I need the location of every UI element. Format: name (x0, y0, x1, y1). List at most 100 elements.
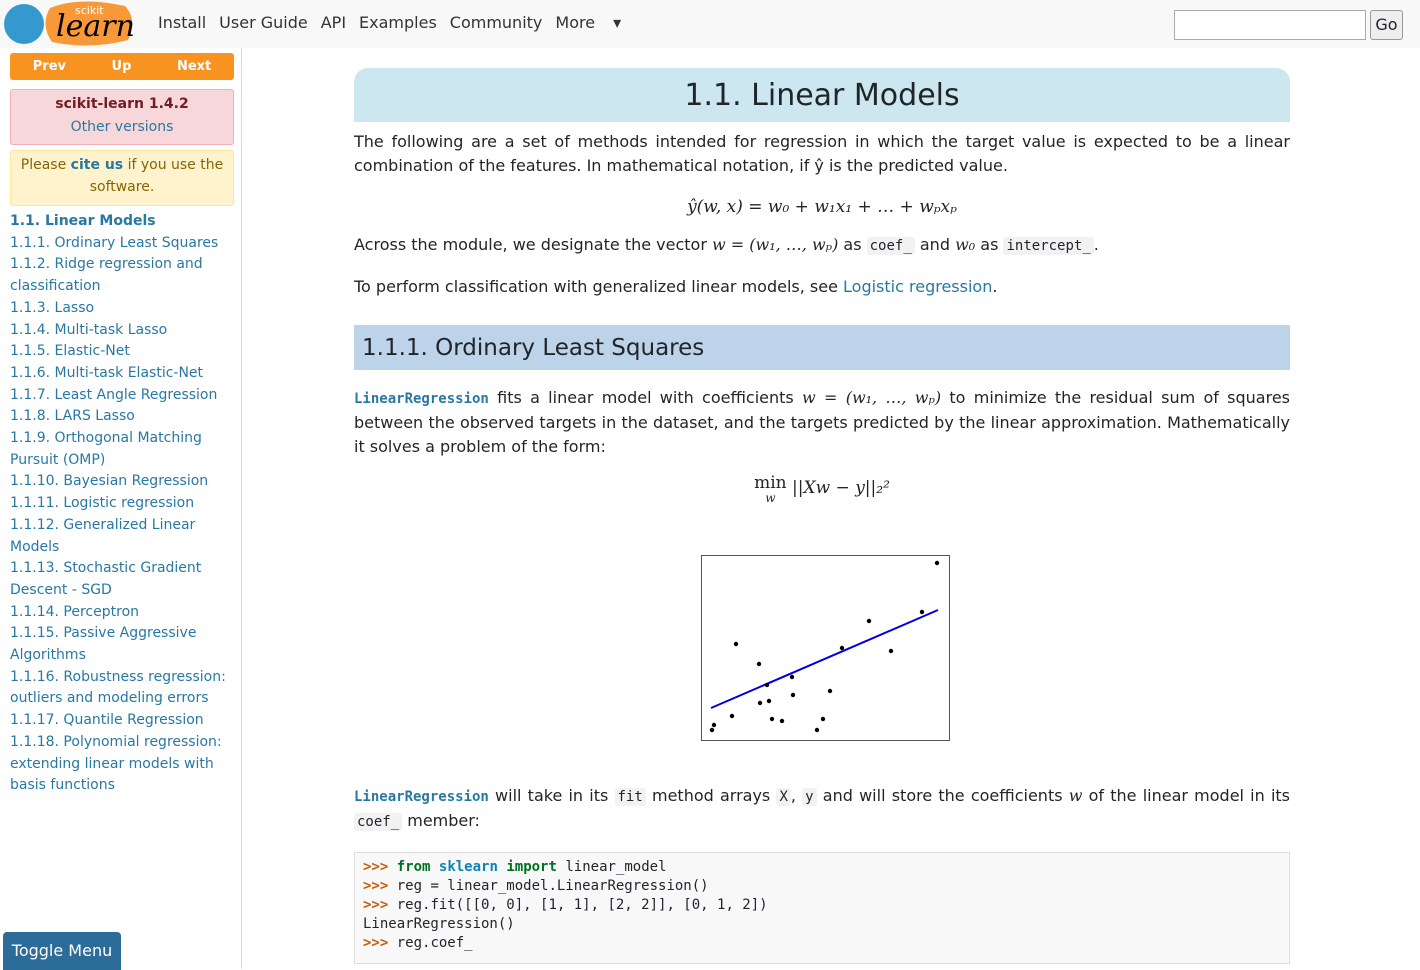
prompt: >>> (363, 859, 389, 875)
toc-link[interactable]: 1.1.14. Perceptron (10, 603, 140, 620)
prompt: >>> (363, 897, 389, 913)
module: sklearn (438, 859, 498, 875)
toc-link[interactable]: 1.1.18. Polynomial regression: extending… (10, 733, 222, 794)
nav-link[interactable]: API (320, 13, 347, 32)
text: Across the module, we designate the vect… (354, 235, 712, 254)
cite-after: if you use the software. (89, 157, 224, 195)
nav-link[interactable]: Examples (359, 13, 437, 32)
math: w = (w₁, …, wₚ) (802, 388, 942, 407)
cite-before: Please (20, 157, 71, 173)
code: coef_ (866, 237, 915, 255)
toc-link[interactable]: 1.1.2. Ridge regression and classificati… (10, 256, 203, 295)
text: and (914, 235, 956, 254)
toc-link[interactable]: 1.1.11. Logistic regression (10, 495, 195, 512)
text: will take in its (488, 786, 615, 805)
code-text: reg.fit([[0, 0], [1, 1], [2, 2]], [0, 1,… (396, 897, 768, 913)
math: w₀ (955, 235, 976, 254)
nav-link[interactable]: Install (158, 13, 207, 32)
navbar: scikit learn Install User Guide API Example… (0, 0, 1420, 48)
content: 1.1. Linear Models The following are a s… (354, 68, 1290, 964)
code-text: reg.coef_ (396, 935, 473, 951)
text: fits a linear model with coefficients (488, 388, 803, 407)
toc-link[interactable]: 1.1.15. Passive Aggressive Algorithms (10, 625, 197, 664)
page-title: 1.1. Linear Models (354, 68, 1290, 122)
paragraph: LinearRegression will take in its fit me… (354, 784, 1290, 834)
prompt: >>> (363, 935, 389, 951)
formula: min w ||Xw − y||₂² (354, 473, 1290, 506)
text: as (975, 235, 1004, 254)
text: method arrays (645, 786, 777, 805)
paragraph: Across the module, we designate the vect… (354, 233, 1290, 258)
text: of the linear model in its (1082, 786, 1291, 805)
toc-link[interactable]: 1.1.10. Bayesian Regression (10, 473, 209, 490)
code: X (776, 788, 791, 806)
math: ||Xw − y||₂² (792, 478, 890, 498)
cite-box: Please cite us if you use the software. (10, 150, 234, 206)
nav-link[interactable]: Community (449, 13, 543, 32)
toc-link[interactable]: 1.1.16. Robustness regression: outliers … (10, 668, 226, 707)
toc-link[interactable]: 1.1.13. Stochastic Gradient Descent - SG… (10, 560, 202, 598)
search-button[interactable]: Go (1370, 10, 1403, 40)
figure (701, 555, 950, 741)
text: and will store the coefficients (816, 786, 1069, 805)
formula: ŷ(w, x) = w₀ + w₁x₁ + … + wₚxₚ (687, 197, 957, 217)
code-text: linear_model (565, 859, 667, 875)
toc-link[interactable]: 1.1.6. Multi-task Elastic-Net (10, 364, 204, 381)
next-button[interactable]: Next (176, 59, 212, 74)
paragraph: To perform classification with generaliz… (354, 275, 1290, 299)
math: w = (w₁, …, wₚ) (712, 235, 839, 254)
link[interactable]: Logistic regression (843, 277, 993, 296)
version: scikit-learn 1.4.2 (55, 96, 189, 112)
math-op: min (754, 473, 787, 493)
search-input[interactable] (1174, 10, 1366, 40)
intro: The following are a set of methods inten… (354, 132, 1290, 175)
paragraph: LinearRegression fits a linear model wit… (354, 386, 1290, 459)
keyword: from (396, 859, 431, 875)
code: coef_ (354, 813, 403, 831)
toc-link[interactable]: 1.1.7. Least Angle Regression (10, 386, 218, 403)
code-output: LinearRegression() (363, 916, 515, 932)
nav-link[interactable]: User Guide (219, 13, 308, 32)
text: . (992, 277, 998, 296)
code-block: >>> from sklearn import linear_model >>>… (354, 852, 1290, 964)
text: to minimize the residual sum of squares … (354, 388, 1290, 456)
prompt: >>> (363, 878, 389, 894)
text: To perform classification with generaliz… (354, 277, 844, 296)
toc-link[interactable]: 1.1.1. Ordinary Least Squares (10, 234, 219, 251)
code: intercept_ (1003, 237, 1094, 255)
nav-links: Install User Guide API Examples Community Mor… (158, 13, 622, 32)
toc: 1.1. Linear Models 1.1.1. Ordinary Least … (10, 211, 235, 797)
keyword: import (506, 859, 557, 875)
class-link[interactable]: LinearRegression (354, 789, 489, 805)
logo[interactable]: scikit learn (0, 0, 140, 48)
logo-small: scikit (75, 4, 104, 17)
toggle-menu[interactable]: Toggle Menu (3, 932, 121, 970)
toc-link[interactable]: 1.1.4. Multi-task Lasso (10, 321, 168, 338)
class-link[interactable]: LinearRegression (354, 391, 489, 407)
section-title: 1.1.1. Ordinary Least Squares (354, 325, 1290, 370)
nav-link[interactable]: More (555, 13, 596, 32)
up-button[interactable]: Up (111, 59, 132, 74)
sidebar: Prev Up Next scikit-learn 1.4.2 Other versi… (0, 48, 242, 970)
code: fit (614, 788, 646, 806)
toc-link[interactable]: 1.1.8. LARS Lasso (10, 408, 135, 425)
toc-link[interactable]: 1.1.3. Lasso (10, 299, 95, 316)
math-under: w (765, 491, 776, 505)
toc-link[interactable]: 1.1.17. Quantile Regression (10, 712, 204, 729)
other-versions[interactable]: Other versions (70, 119, 174, 135)
toc-link[interactable]: 1.1. Linear Models (10, 213, 156, 229)
version-box: scikit-learn 1.4.2 Other versions (10, 89, 234, 145)
toc-link[interactable]: 1.1.9. Orthogonal Matching Pursuit (OMP) (10, 430, 202, 468)
math: w (1068, 786, 1083, 805)
toc-link[interactable]: 1.1.5. Elastic-Net (10, 343, 130, 360)
text: . (1093, 235, 1099, 254)
toc-link[interactable]: 1.1.12. Generalized Linear Models (10, 516, 196, 555)
code-text: reg = linear_model.LinearRegression() (396, 878, 709, 894)
cite-link[interactable]: cite us (70, 157, 124, 173)
code: y (802, 788, 817, 806)
nav-buttons: Prev Up Next (10, 53, 234, 80)
logo-text: learn (56, 9, 135, 44)
text: , (790, 786, 803, 805)
prev-button[interactable]: Prev (32, 59, 66, 74)
